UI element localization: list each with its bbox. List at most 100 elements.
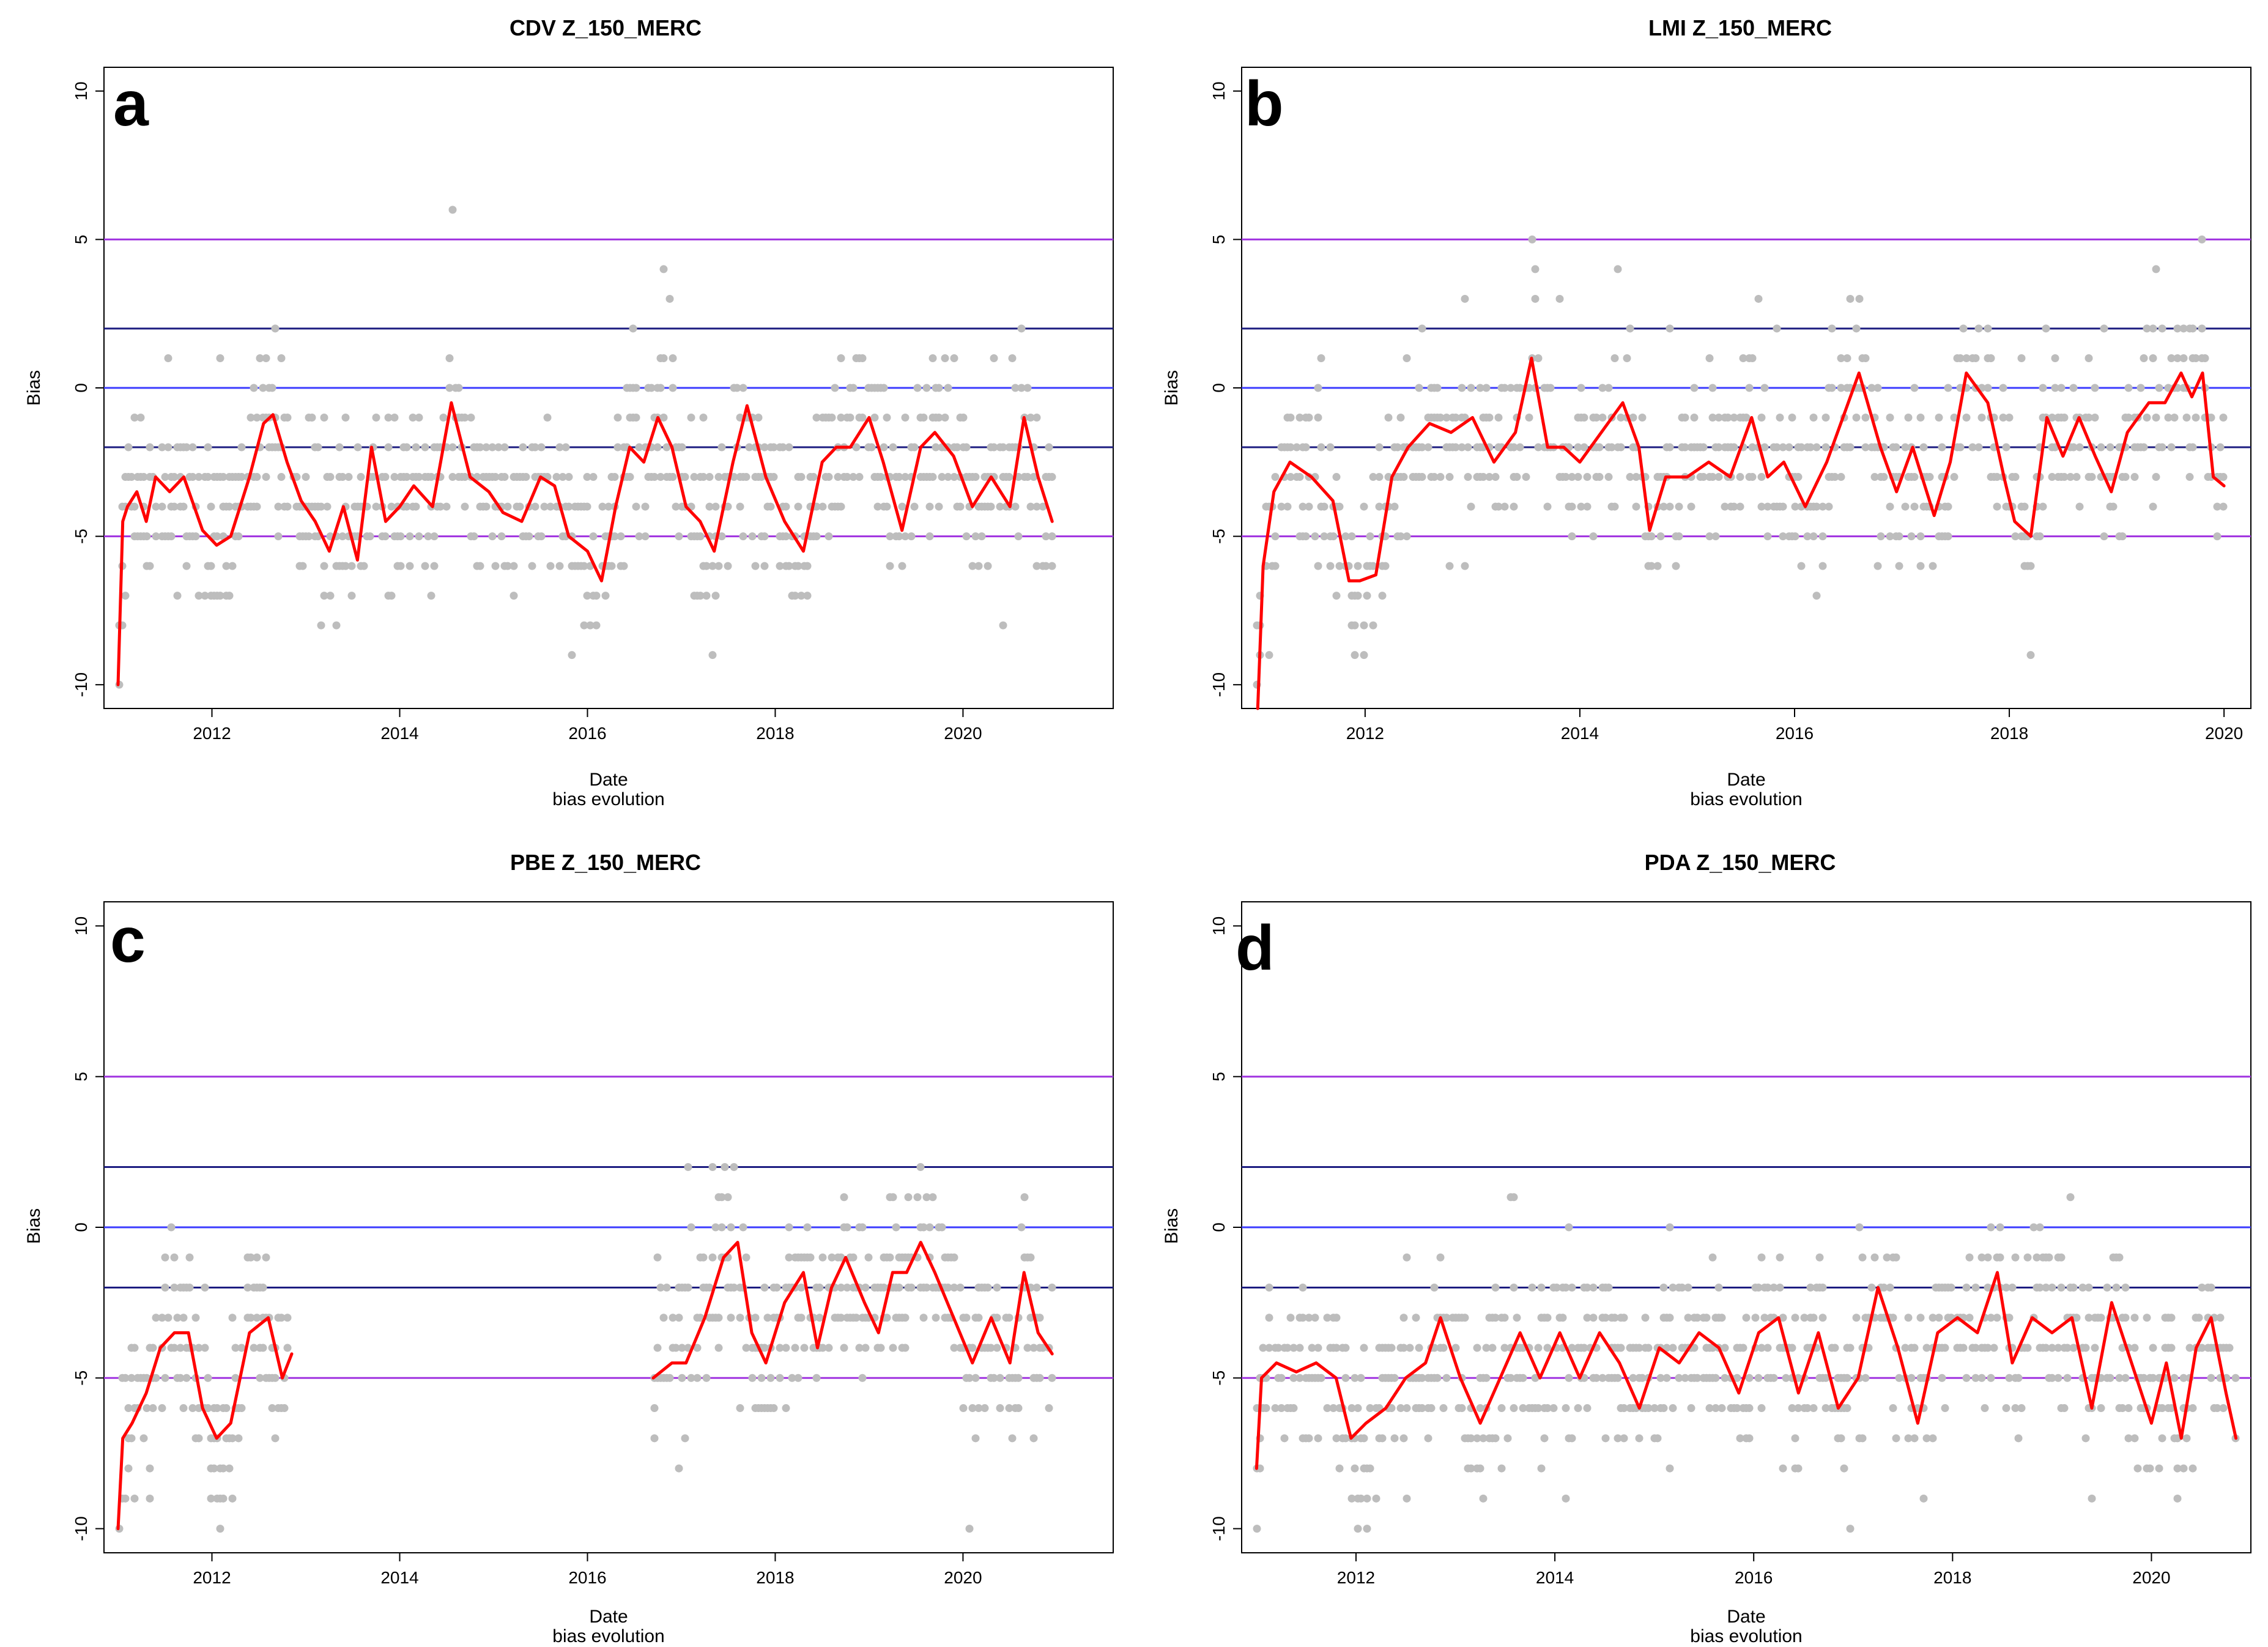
panel-c-data-point [149,1344,157,1352]
panel-b-data-point [2088,473,2096,481]
panel-c-data-point [228,1494,237,1503]
panel-b-data-point [1659,502,1668,511]
panel-b-data-point [1607,443,1616,452]
panel-b-data-point [2149,502,2157,511]
panel-a-data-point [510,592,518,600]
panel-b-data-point [1317,443,1325,452]
panel-c-bias-lines [116,1241,1054,1531]
panel-a-data-point [136,414,145,422]
panel-d-data-point [1693,1374,1702,1382]
panel-a-data-point [702,592,711,600]
panel-d-data-point [1574,1404,1582,1413]
panel-d-data-point [1323,1404,1332,1413]
panel-a-data-point [204,473,212,481]
panel-c-data-point [812,1374,821,1382]
panel-b-data-point [1314,562,1322,570]
panel-b-data-point [1295,414,1304,422]
panel-c-data-point [678,1344,686,1352]
panel-b-x-tick-label: 2014 [1561,724,1599,743]
panel-a-data-point [130,414,139,422]
panel-a-data-point [678,443,686,452]
panel-d-data-point [2207,1374,2215,1382]
panel-b-data-point [2140,443,2148,452]
panel-d-data-point [1473,1344,1481,1352]
panel-b-data-point [1369,562,1377,570]
panel-d-x-tick-label: 2016 [1735,1568,1773,1587]
panel-a-data-point [516,502,524,511]
panel-d-data-point [2167,1344,2176,1352]
panel-a-data-point [191,532,200,541]
panel-a-data-point [825,532,833,541]
panel-a-data-point [901,532,910,541]
panel-a-data-point [439,414,448,422]
panel-c-data-point [262,1253,270,1262]
panel-c-data-point [201,1284,209,1292]
panel-d-data-point [1540,1434,1549,1443]
panel-b-data-point [1656,532,1665,541]
panel-b-data-point [2020,502,2029,511]
panel-a-data-point [1029,473,1038,481]
panel-a-data-point [558,473,567,481]
panel-a-data-point [696,532,705,541]
panel-a-data-point [402,502,411,511]
panel-d-data-point [2011,1404,2020,1413]
panel-c-data-point [170,1344,179,1352]
panel-d-data-point [1442,1314,1451,1322]
panel-b-data-point [1870,473,1879,481]
panel-d-data-point [1776,1253,1784,1262]
panel-d-data-point [1534,1344,1543,1352]
panel-b-data-point [1855,294,1864,303]
panel-c-data-point [984,1284,992,1292]
panel-c-data-point [705,1284,714,1292]
panel-a-data-point [586,621,595,630]
panel-d-data-point [1659,1284,1668,1292]
panel-c-data-point [228,1434,237,1443]
panel-b-data-point [1464,473,1472,481]
panel-b-data-point [1360,621,1368,630]
panel-d-data-point [1947,1284,1955,1292]
panel-a-data-point [935,414,943,422]
panel-a-data-point [130,502,139,511]
panel-a-data-point [968,562,977,570]
panel-d-data-point [1262,1404,1270,1413]
panel-b-data-point [1910,502,1919,511]
panel-b-data-point [1895,562,1903,570]
panel-b-data-point [1445,562,1454,570]
panel-a-data-point [234,532,243,541]
panel-d-data-point [1329,1404,1338,1413]
panel-b-data-point [2188,443,2197,452]
panel-b-data-point [1369,473,1377,481]
panel-d-data-point [1935,1314,1943,1322]
panel-b-data-point [1476,384,1484,392]
panel-c-data-point [760,1284,769,1292]
panel-c-data-point [207,1494,215,1503]
panel-d-data-point [1794,1404,1803,1413]
panel-a-data-point [825,473,833,481]
panel-a-data-point [302,473,310,481]
panel-b-data-point [1690,414,1699,422]
panel-b-data-point [2109,502,2118,511]
panel-c-data-point [840,1193,848,1202]
panel-a-data-point [1032,562,1041,570]
panel-c-data-point [864,1253,873,1262]
panel-a-data-point [1005,473,1014,481]
panel-d-data-point [1907,1374,1916,1382]
panel-a-data-point [724,562,732,570]
panel-a-data-point [1026,414,1035,422]
panel-d-data-point [1473,1434,1481,1443]
panel-d-data-point [1788,1404,1796,1413]
panel-b-data-point [1271,473,1280,481]
panel-c-data-point [158,1404,166,1413]
panel-b-y-tick-label: -5 [1209,529,1228,544]
panel-b-data-point [2091,414,2099,422]
panel-c-data-point [164,1314,172,1322]
panel-c-data-point [1029,1434,1038,1443]
panel-a-data-point [253,414,261,422]
panel-d-data-point [1305,1434,1313,1443]
panel-c-data-point [161,1253,169,1262]
panel-c-data-point [788,1374,796,1382]
panel-d-data-point [1363,1494,1371,1503]
panel-b-data-point [1531,265,1540,273]
panel-a-data-point [320,592,328,600]
